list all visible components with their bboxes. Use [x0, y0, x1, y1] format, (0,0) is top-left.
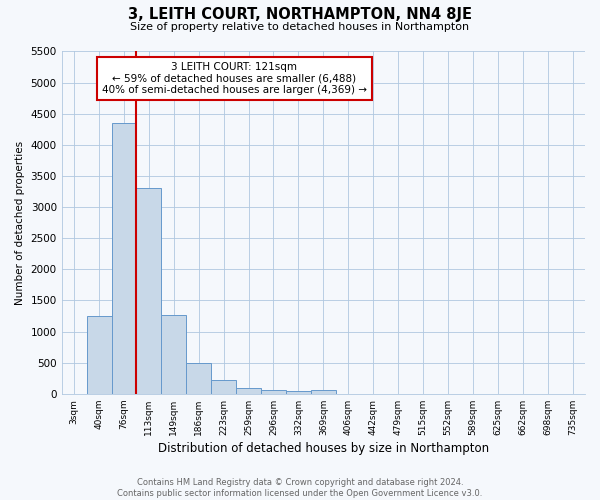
Text: 3 LEITH COURT: 121sqm
← 59% of detached houses are smaller (6,488)
40% of semi-d: 3 LEITH COURT: 121sqm ← 59% of detached …: [102, 62, 367, 95]
Text: Contains HM Land Registry data © Crown copyright and database right 2024.
Contai: Contains HM Land Registry data © Crown c…: [118, 478, 482, 498]
Text: 3, LEITH COURT, NORTHAMPTON, NN4 8JE: 3, LEITH COURT, NORTHAMPTON, NN4 8JE: [128, 8, 472, 22]
Bar: [86, 316, 112, 394]
Text: Size of property relative to detached houses in Northampton: Size of property relative to detached ho…: [130, 22, 470, 32]
X-axis label: Distribution of detached houses by size in Northampton: Distribution of detached houses by size …: [158, 442, 489, 455]
Bar: [286, 391, 311, 394]
Bar: [311, 390, 336, 394]
Y-axis label: Number of detached properties: Number of detached properties: [15, 140, 25, 304]
Bar: [261, 390, 286, 394]
Bar: [211, 380, 236, 394]
Bar: [236, 388, 261, 394]
Bar: [186, 364, 211, 394]
Bar: [161, 316, 186, 394]
Bar: [112, 123, 136, 394]
Bar: [136, 188, 161, 394]
